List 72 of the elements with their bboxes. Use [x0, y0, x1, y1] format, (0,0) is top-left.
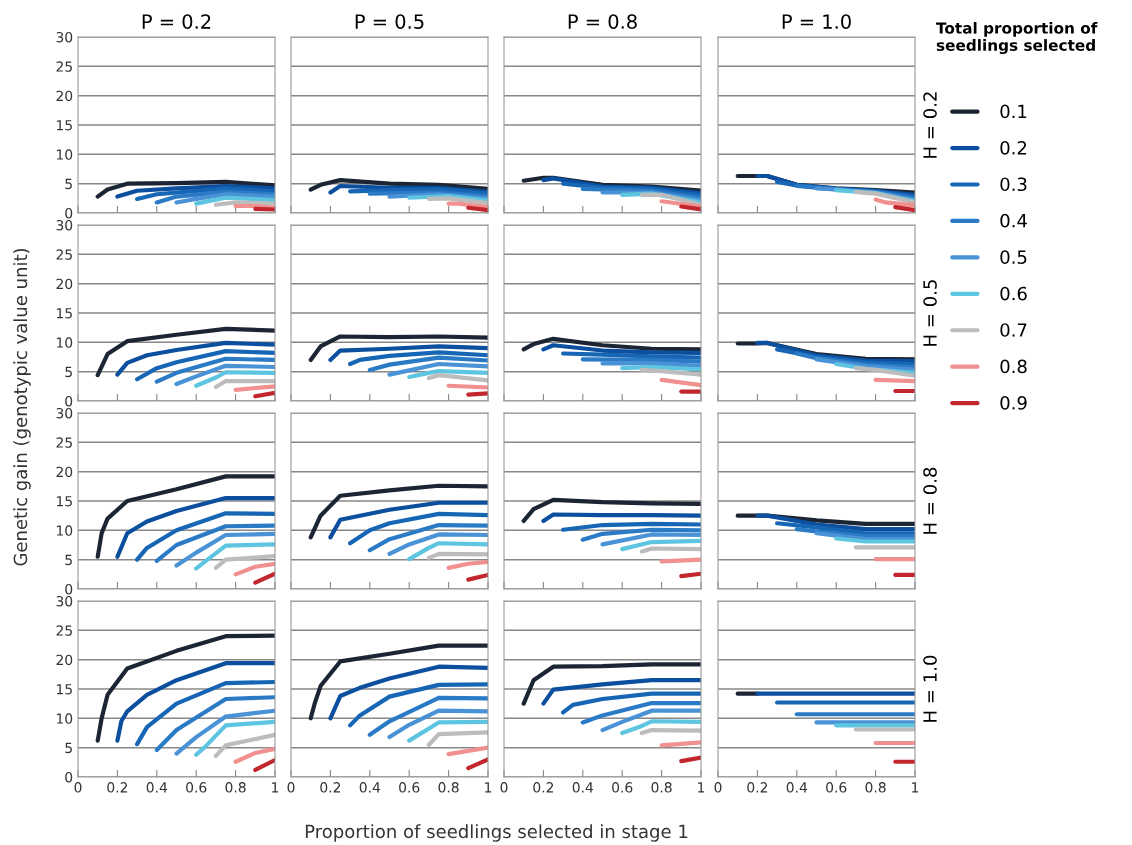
y2-axis-title: H = 0.2: [923, 92, 937, 158]
x-tick-label: 1: [485, 782, 492, 793]
x-tick-label: 0.6: [612, 782, 633, 793]
x-tick-label: 0.6: [186, 782, 207, 793]
y-tick-label: 30: [56, 31, 73, 43]
legend-label: 0.4: [1000, 213, 1027, 228]
x-tick-label: 0.2: [533, 782, 554, 793]
y-axis-title: Genetic gain (genotypic value unit): [13, 248, 31, 566]
x-tick-label: 0.4: [146, 782, 168, 793]
legend-label: 0.8: [1000, 359, 1027, 374]
x-tick-label: 0: [74, 782, 82, 793]
y-tick-label: 30: [56, 219, 73, 231]
y-tick-label: 25: [56, 437, 72, 448]
x-tick-label: 0: [714, 782, 722, 793]
x-tick-label: 0.2: [107, 782, 128, 793]
y-tick-label: 5: [65, 366, 72, 378]
x-tick-label: 0.4: [786, 782, 808, 793]
y-tick-label: 20: [56, 466, 73, 478]
y-tick-label: 15: [56, 496, 72, 507]
x-tick-label: 1: [272, 782, 279, 793]
legend-label: 0.2: [1000, 141, 1027, 155]
y-tick-label: 25: [56, 249, 72, 260]
y-tick-label: 20: [56, 654, 73, 666]
chart-title: P = 0.5: [355, 14, 424, 29]
x-tick-label: 0.2: [320, 782, 341, 793]
y-tick-label: 15: [56, 120, 72, 131]
y2-axis-title: H = 0.8: [923, 467, 937, 534]
y-tick-label: 5: [65, 178, 72, 190]
y-tick-label: 0: [65, 771, 73, 783]
y-tick-label: 5: [65, 554, 72, 566]
legend-label: 0.9: [1000, 396, 1027, 410]
x-tick-label: 0.8: [865, 782, 886, 793]
chart-title: P = 0.2: [142, 14, 211, 29]
y-tick-label: 30: [56, 595, 73, 607]
legend-label: 0.3: [1000, 177, 1027, 192]
x-axis-title: Proportion of seedlings selected in stage 1: [305, 824, 688, 842]
legend-label: 0.1: [1000, 104, 1027, 119]
x-tick-label: 0.8: [225, 782, 246, 793]
y-tick-label: 10: [56, 149, 73, 160]
legend-label: 0.6: [1000, 286, 1027, 301]
y-tick-label: 10: [56, 525, 73, 536]
y-tick-label: 25: [56, 625, 72, 636]
x-tick-label: 0.4: [359, 782, 381, 793]
x-tick-label: 0.8: [651, 782, 672, 793]
x-tick-label: 0.4: [572, 782, 594, 793]
y-tick-label: 15: [56, 308, 72, 319]
x-tick-label: 1: [698, 782, 705, 793]
chart-title: P = 1.0: [782, 14, 851, 29]
y-tick-label: 20: [56, 90, 73, 102]
y-tick-label: 30: [56, 407, 73, 419]
y-tick-label: 0: [65, 395, 73, 407]
y-tick-label: 5: [65, 742, 72, 754]
y2-axis-title: H = 0.5: [923, 280, 937, 346]
x-tick-label: 0.2: [747, 782, 768, 793]
y-tick-label: 0: [65, 207, 73, 219]
x-tick-label: 0.6: [826, 782, 847, 793]
y-tick-label: 15: [56, 684, 72, 695]
x-tick-label: 1: [912, 782, 919, 793]
legend-title: Total proportion of seedlings selected: [936, 22, 1098, 55]
y-tick-label: 10: [56, 337, 73, 348]
x-tick-label: 0.6: [399, 782, 420, 793]
y2-axis-title: H = 1.0: [923, 655, 937, 722]
x-tick-label: 0: [287, 782, 295, 793]
x-tick-label: 0: [500, 782, 508, 793]
y-tick-label: 10: [56, 713, 73, 724]
x-tick-label: 0.8: [438, 782, 459, 793]
y-tick-label: 0: [65, 583, 73, 595]
chart-title: P = 0.8: [568, 14, 637, 29]
legend-label: 0.5: [1000, 250, 1027, 264]
y-tick-label: 20: [56, 278, 73, 290]
y-tick-label: 25: [56, 61, 72, 72]
legend-label: 0.7: [1000, 323, 1027, 337]
